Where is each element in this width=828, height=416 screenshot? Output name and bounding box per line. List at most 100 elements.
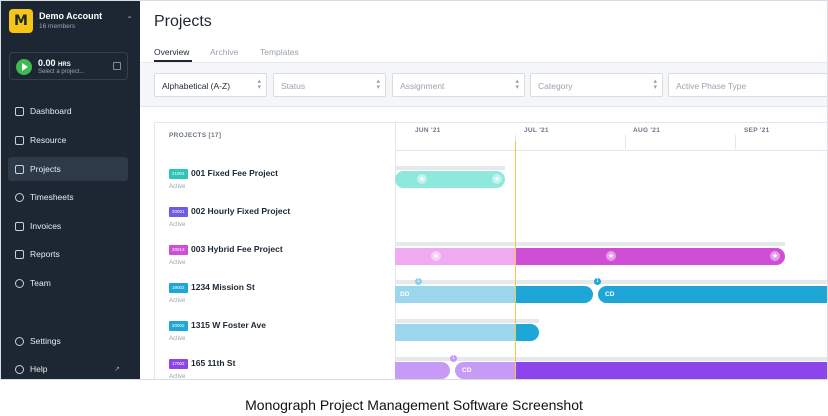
timer-widget[interactable]: 0.00 HRS Select a project... [9,52,128,80]
filter-bar: Alphabetical (A-Z) ▴ ▾ Status ▴ ▾ Assignme… [140,63,827,107]
phase-bar[interactable]: ★ ★ [395,171,505,188]
project-row[interactable]: 20013 003 Hybrid Fee Project Active [169,243,369,267]
project-name[interactable]: 001 Fixed Fee Project [191,168,278,178]
resource-icon [15,136,24,145]
phase-bar-dd[interactable]: DD [395,286,517,303]
project-name[interactable]: 003 Hybrid Fee Project [191,244,283,254]
sidebar-item-label: Resource [30,135,67,145]
month-label: SEP '21 [744,127,770,134]
sidebar-item-label: Help [30,364,48,374]
month-tick [625,135,626,149]
sidebar-item-team[interactable]: Team [8,271,128,295]
projects-icon [15,165,24,174]
sidebar-item-timesheets[interactable]: Timesheets [8,185,128,209]
milestone-star-icon[interactable]: ★ [417,174,427,184]
play-icon[interactable] [16,59,32,75]
phase-type-select[interactable]: Active Phase Type [668,73,827,97]
page-title: Projects [154,13,212,30]
phase-bar[interactable]: ★ ★ [515,248,785,265]
edit-icon[interactable] [113,62,121,70]
gear-icon [15,337,24,346]
tab-templates[interactable]: Templates [260,47,299,57]
chevron-updown-icon: ▴ ▾ [515,78,519,91]
sidebar-item-label: Invoices [30,221,62,231]
month-label: AUG '21 [633,127,661,134]
account-switcher[interactable]: M Demo Account 16 members ⌃ [9,9,133,35]
project-row[interactable]: 20001 002 Hourly Fixed Project Active [169,205,369,229]
phase-track [395,319,539,323]
project-code-badge: 20001 [169,207,188,217]
phase-bar[interactable]: ★ [395,248,517,265]
active-tab-indicator [154,60,192,62]
month-tick [735,135,736,149]
phase-bar[interactable] [395,362,450,379]
phase-track [395,242,785,246]
project-row[interactable]: 21001 001 Fixed Fee Project Active [169,167,369,191]
chevron-updown-icon[interactable]: ⌃ [126,15,133,24]
assignment-select[interactable]: Assignment ▴ ▾ [392,73,525,97]
month-label: JUL '21 [524,127,549,134]
phase-track [395,357,827,361]
invoice-icon [15,222,24,231]
external-link-icon: ↗ [114,366,120,373]
phase-marker[interactable]: 1 [450,355,457,362]
status-select-placeholder: Status [281,81,306,91]
project-name[interactable]: 1315 W Foster Ave [191,320,266,330]
sidebar-item-label: Projects [30,164,61,174]
month-label: JUN '21 [415,127,441,134]
sidebar-item-settings[interactable]: Settings [8,329,128,353]
milestone-star-icon[interactable]: ★ [431,251,441,261]
project-name[interactable]: 1234 Mission St [191,282,255,292]
sidebar-item-dashboard[interactable]: Dashboard [8,99,128,123]
dashboard-icon [15,107,24,116]
status-select[interactable]: Status ▴ ▾ [273,73,386,97]
project-status: Active [169,336,186,342]
project-row[interactable]: 20002 1315 W Foster Ave Active [169,319,369,343]
phase-bar[interactable] [515,362,827,379]
sidebar-item-invoices[interactable]: Invoices [8,214,128,238]
project-code-badge: 20002 [169,321,188,331]
phase-track [395,166,505,170]
sidebar: M Demo Account 16 members ⌃ 0.00 HRS Sel… [1,1,140,379]
project-status: Active [169,374,186,380]
timeline-header-line [395,150,827,151]
project-name[interactable]: 002 Hourly Fixed Project [191,206,291,216]
sort-select[interactable]: Alphabetical (A-Z) ▴ ▾ [154,73,267,97]
tab-overview[interactable]: Overview [154,47,190,57]
phase-bar-cd[interactable]: CD [598,286,827,303]
clock-icon [15,193,24,202]
category-select[interactable]: Category ▴ ▾ [530,73,663,97]
phase-label: CD [605,291,615,298]
project-code-badge: 17002 [169,359,188,369]
sidebar-item-label: Team [30,278,51,288]
tabs-divider [140,62,827,63]
project-row[interactable]: 17002 165 11th St Active [169,357,369,380]
project-code-badge: 20013 [169,245,188,255]
sidebar-item-projects[interactable]: Projects [8,157,128,181]
sidebar-item-reports[interactable]: Reports [8,242,128,266]
project-name[interactable]: 165 11th St [191,358,236,368]
sidebar-item-help[interactable]: Help ↗ [8,357,128,379]
phase-marker[interactable]: 1 [594,278,601,285]
phase-bar[interactable] [395,324,517,341]
monograph-logo-icon: M [9,9,33,33]
phase-bar[interactable] [515,286,593,303]
sidebar-item-resource[interactable]: Resource [8,128,128,152]
milestone-star-icon[interactable]: ★ [492,174,502,184]
milestone-star-icon[interactable]: ★ [770,251,780,261]
project-status: Active [169,260,186,266]
chevron-updown-icon: ▴ ▾ [376,78,380,91]
phase-bar[interactable] [515,324,539,341]
milestone-star-icon[interactable]: ★ [606,251,616,261]
tab-archive[interactable]: Archive [210,47,239,57]
phase-bar-cd[interactable]: CD [455,362,517,379]
app-window: M Demo Account 16 members ⌃ 0.00 HRS Sel… [0,0,828,380]
phase-label: CD [462,367,472,374]
account-name: Demo Account [39,11,103,21]
project-row[interactable]: 19002 1234 Mission St Active [169,281,369,305]
team-icon [15,279,24,288]
sidebar-item-label: Settings [30,336,61,346]
reports-icon [15,250,24,259]
project-status: Active [169,298,186,304]
phase-marker[interactable]: 1 [415,278,422,285]
